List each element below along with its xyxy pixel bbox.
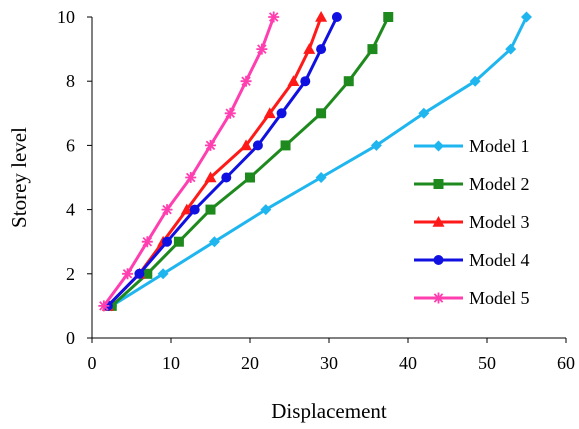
legend-marker (432, 216, 445, 227)
data-point-star (141, 236, 153, 248)
data-point-star (256, 43, 268, 55)
data-point-circle (316, 44, 327, 55)
series-4 (102, 12, 342, 311)
data-point-diamond (469, 75, 481, 87)
data-point-square (383, 12, 394, 22)
data-point-circle (331, 12, 342, 22)
data-point-triangle (263, 107, 276, 119)
legend-item: Model 4 (414, 250, 530, 270)
x-tick-label: 0 (88, 353, 97, 373)
data-point-diamond (260, 204, 272, 216)
x-axis-title: Displacement (271, 399, 387, 423)
data-point-triangle (315, 11, 328, 22)
legend-marker (433, 255, 444, 265)
data-point-square (367, 44, 378, 55)
data-point-circle (252, 140, 263, 151)
data-point-diamond (157, 268, 169, 280)
x-tick-label: 30 (320, 353, 338, 373)
data-point-diamond (521, 11, 532, 23)
y-tick-label: 2 (66, 264, 75, 284)
x-tick-label: 20 (241, 353, 259, 373)
data-point-circle (221, 172, 232, 183)
data-point-star (122, 268, 134, 280)
data-point-circle (276, 108, 287, 119)
data-point-square (173, 236, 184, 247)
data-point-square (205, 204, 216, 215)
y-axis-ticks: 0 2 4 6 8 10 (57, 7, 92, 348)
x-tick-label: 40 (399, 353, 417, 373)
data-point-circle (189, 204, 200, 215)
axes: 0 10 20 30 40 50 60 0 2 4 6 8 10 (57, 7, 575, 373)
data-point-star (98, 300, 110, 312)
data-point-square (245, 172, 255, 183)
y-axis-title: Storey level (7, 127, 31, 228)
data-point-star (185, 172, 197, 183)
data-point-square (343, 76, 354, 87)
data-point-triangle (287, 75, 300, 86)
data-point-star (205, 139, 216, 151)
data-point-diamond (370, 139, 382, 151)
series-layer (98, 11, 532, 312)
y-tick-label: 4 (66, 200, 75, 220)
legend-item: Model 5 (414, 288, 530, 308)
legend-marker (433, 179, 444, 189)
legend-marker (433, 292, 444, 304)
data-point-circle (134, 268, 145, 279)
series-line (106, 16, 323, 307)
data-point-star (268, 11, 280, 23)
data-point-triangle (180, 203, 193, 215)
data-point-square (280, 140, 291, 151)
series-line (110, 16, 390, 308)
y-tick-label: 6 (66, 135, 75, 155)
data-point-diamond (505, 43, 517, 55)
legend: Model 1 Model 2 Model 3 Model 4 Model 5 (414, 136, 530, 308)
series-5 (98, 11, 280, 312)
y-tick-label: 8 (66, 71, 75, 91)
data-point-diamond (208, 236, 220, 248)
legend-label: Model 1 (469, 136, 530, 156)
data-point-diamond (418, 107, 430, 119)
data-point-star (161, 204, 173, 216)
data-point-square (142, 268, 153, 279)
series-line (106, 16, 339, 307)
data-point-circle (162, 236, 173, 247)
x-tick-label: 10 (162, 353, 180, 373)
legend-label: Model 2 (469, 174, 530, 194)
data-point-diamond (315, 172, 327, 183)
data-point-star (240, 75, 252, 87)
x-tick-label: 50 (478, 353, 496, 373)
x-axis-ticks: 0 10 20 30 40 50 60 (88, 338, 575, 373)
data-point-triangle (204, 171, 217, 183)
series-line (102, 16, 276, 307)
legend-marker (433, 140, 444, 152)
data-point-star (224, 107, 236, 119)
data-point-square (316, 108, 327, 119)
y-tick-label: 0 (66, 328, 75, 348)
y-tick-label: 10 (57, 7, 75, 27)
series-line (110, 16, 528, 308)
legend-item: Model 3 (414, 212, 530, 232)
legend-item: Model 2 (414, 174, 530, 194)
series-3 (101, 11, 328, 311)
data-point-triangle (240, 139, 253, 151)
legend-label: Model 5 (469, 288, 530, 308)
legend-label: Model 3 (469, 212, 530, 232)
legend-item: Model 1 (414, 136, 530, 156)
data-point-triangle (303, 43, 316, 54)
x-tick-label: 60 (557, 353, 575, 373)
legend-label: Model 4 (469, 250, 530, 270)
data-point-circle (300, 76, 311, 87)
